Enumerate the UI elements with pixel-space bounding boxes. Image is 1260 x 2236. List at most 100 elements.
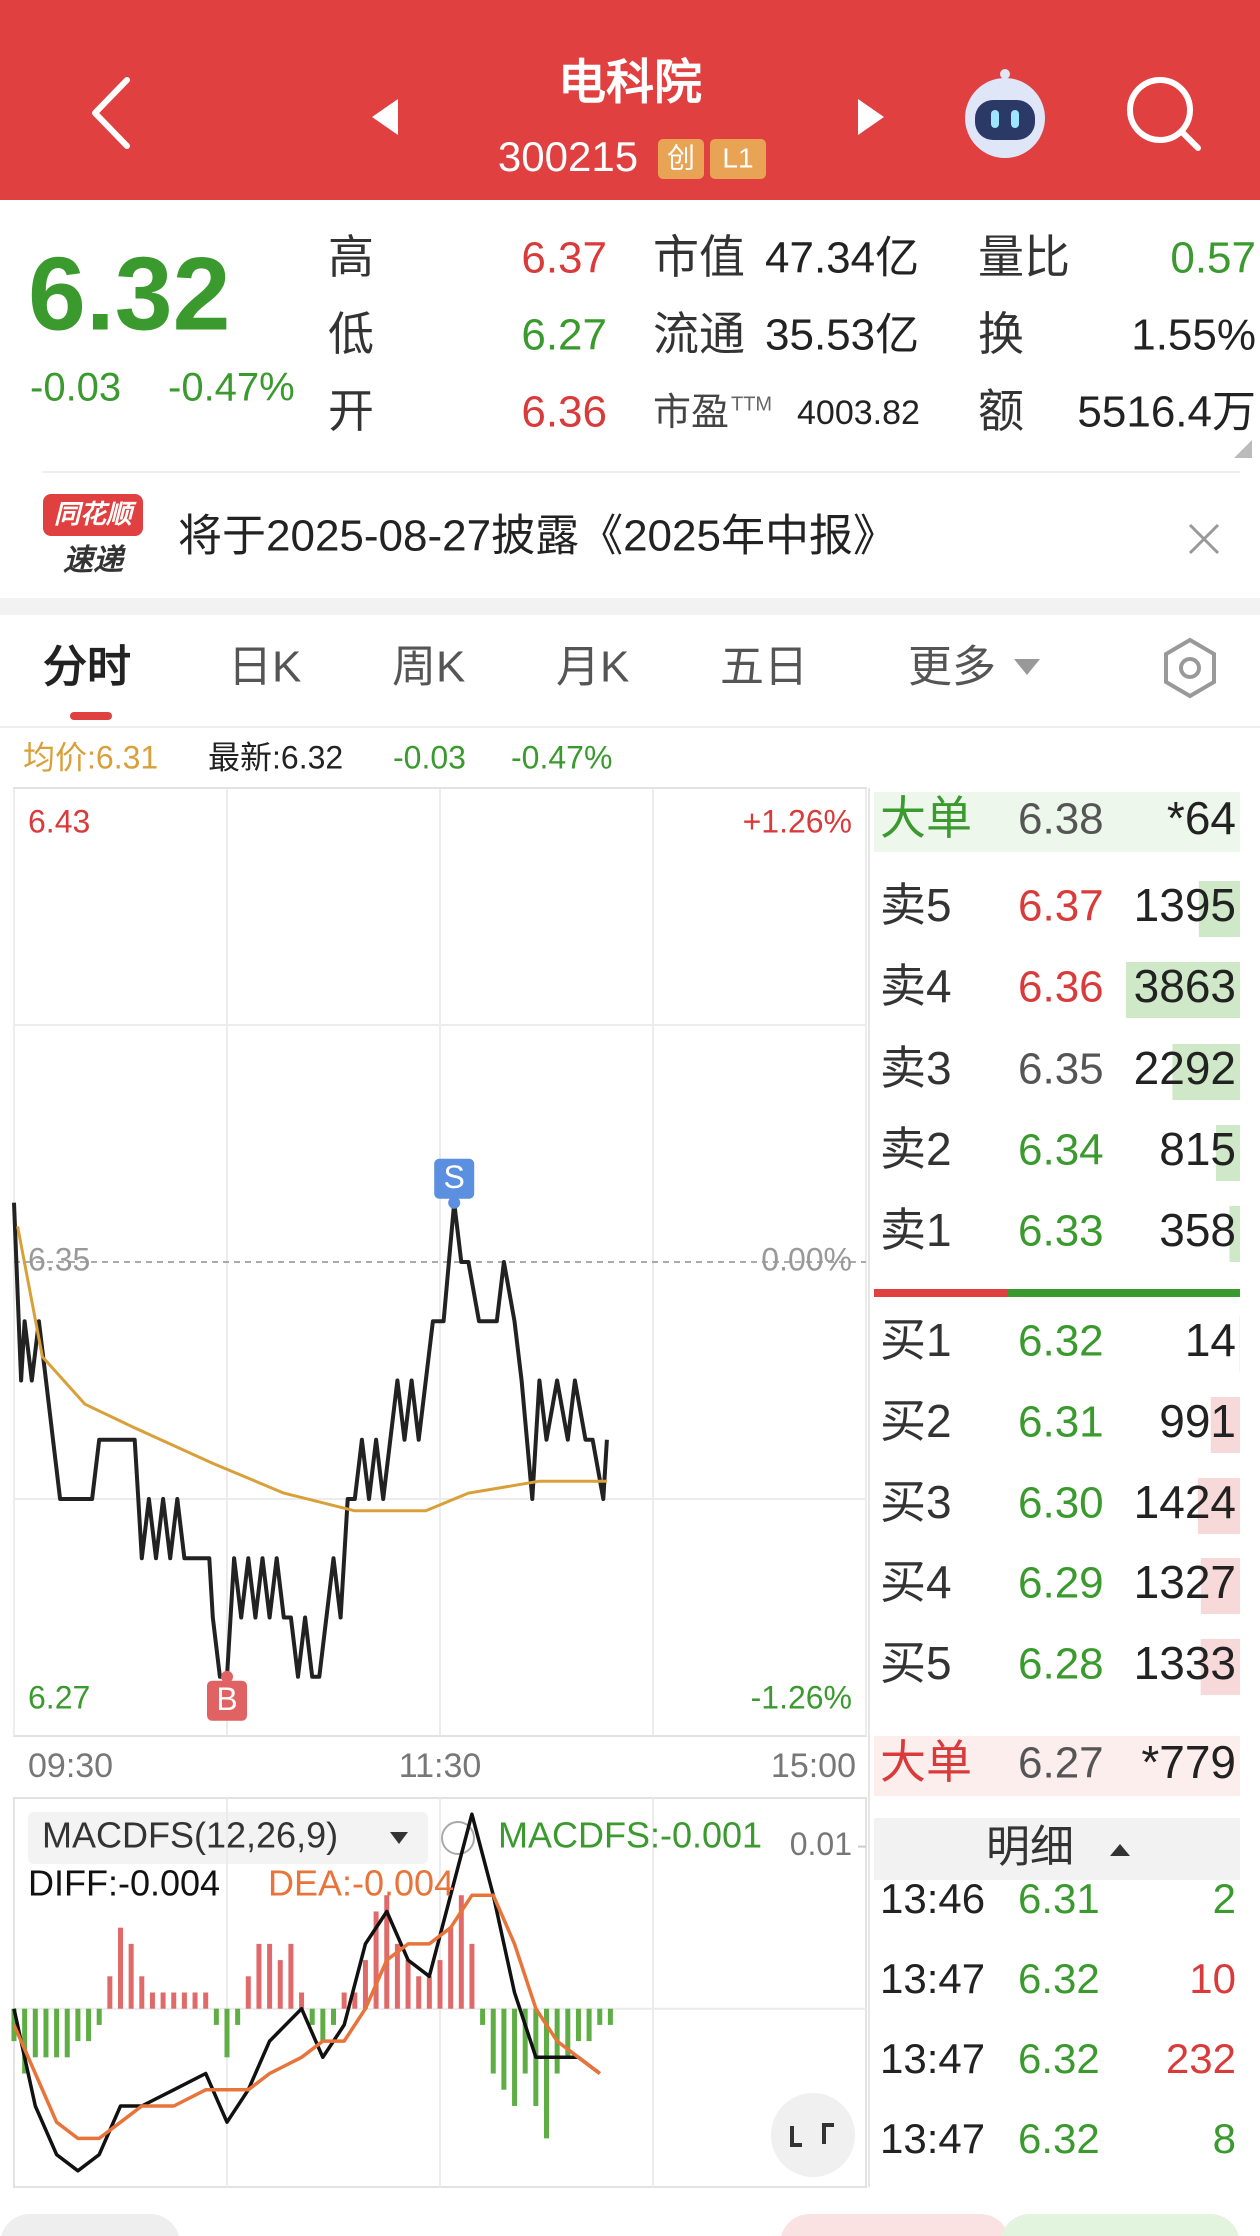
macd-bar	[86, 2008, 92, 2042]
macd-bar	[480, 2008, 486, 2025]
indicator-caret	[390, 1832, 408, 1844]
macd-bar	[128, 1943, 134, 2009]
bottom-button[interactable]	[0, 2214, 180, 2236]
y-tick-label: 6.27	[28, 1679, 90, 1715]
sell-button[interactable]	[1000, 2214, 1240, 2236]
detail-title: 明细	[986, 1823, 1074, 1872]
macd-bar	[416, 1976, 422, 2009]
assistant-icon[interactable]	[965, 69, 1045, 158]
macd-bar	[352, 1992, 358, 2009]
macd-bar	[213, 2008, 219, 2025]
macd-bar	[320, 2008, 326, 2042]
macd-bar	[394, 1943, 400, 2009]
search-button[interactable]	[1127, 77, 1201, 151]
volume-bar	[1215, 1125, 1240, 1181]
tab[interactable]: 分时	[43, 643, 131, 692]
detail-caret	[1110, 1844, 1130, 1856]
macd-bar	[586, 2008, 592, 2042]
macd-bar	[96, 2008, 102, 2025]
macd-bar	[149, 1992, 155, 2009]
notice-bar[interactable]	[43, 494, 1220, 555]
assistant-eye	[991, 110, 999, 128]
help-icon[interactable]	[441, 1821, 475, 1855]
book-volume: 1327	[1134, 1556, 1236, 1608]
macd-bar	[267, 1943, 273, 2009]
stat-label: 低	[328, 308, 374, 360]
stat-label: 开	[328, 385, 374, 437]
tab[interactable]: 更多	[908, 643, 996, 692]
macd-bar	[597, 2008, 603, 2025]
stat-label: 市值	[653, 231, 745, 283]
macd-bar	[565, 2008, 571, 2058]
book-volume: 815	[1159, 1123, 1236, 1175]
trade-price: 6.32	[1018, 2115, 1100, 2162]
macd-bar	[512, 2008, 518, 2106]
book-volume: 1424	[1134, 1476, 1236, 1528]
volume-bar	[1126, 962, 1240, 1018]
more-caret	[1014, 659, 1040, 675]
badge: 创	[667, 142, 695, 173]
stat-value: 47.34亿	[765, 234, 919, 283]
macd-bar	[32, 2008, 38, 2058]
search-handle	[1179, 129, 1201, 151]
tab[interactable]: 日K	[228, 643, 301, 692]
macd-bar	[43, 2008, 49, 2058]
detail-header-bg[interactable]	[874, 1818, 1240, 1880]
book-volume: 1333	[1134, 1637, 1236, 1689]
book-label: 买5	[880, 1637, 952, 1689]
prev-stock[interactable]	[372, 99, 398, 135]
book-price: 6.27	[1018, 1739, 1104, 1788]
assistant-eye	[1011, 110, 1019, 128]
badge: L1	[722, 142, 753, 173]
y2-tick-label: -1.26%	[751, 1679, 852, 1715]
assistant-face	[975, 100, 1035, 140]
stat-label: 高	[328, 231, 374, 283]
badge-bg	[710, 139, 766, 179]
expand-corner[interactable]	[1234, 440, 1252, 458]
macd-bar	[299, 1992, 305, 2009]
macd-bar	[203, 1992, 209, 2009]
brand-name: 同花顺	[54, 499, 137, 529]
y-tick-label: 0.01	[790, 1826, 852, 1862]
book-price: 6.28	[1018, 1640, 1104, 1689]
buy-button[interactable]	[780, 2214, 1010, 2236]
tab[interactable]: 周K	[392, 643, 465, 692]
stat-value: 4003.82	[797, 394, 920, 432]
close-icon[interactable]	[1188, 523, 1220, 555]
book-label: 卖2	[880, 1123, 952, 1175]
macd-bar	[522, 2008, 528, 2074]
book-price: 6.34	[1018, 1126, 1104, 1175]
trade-volume: 10	[1189, 1955, 1236, 2002]
macd-bar	[458, 1895, 464, 2009]
trade-volume: 2	[1213, 1875, 1236, 1922]
macd-bar	[309, 2008, 315, 2025]
next-stock[interactable]	[858, 99, 884, 135]
macd-bar	[107, 1976, 113, 2009]
book-label: 买1	[880, 1314, 952, 1366]
trade-price: 6.32	[1018, 1955, 1100, 2002]
macd-bar	[362, 1960, 368, 2009]
brand-name: 速递	[63, 544, 126, 577]
book-label: 大单	[880, 792, 972, 844]
trade-price: 6.31	[1018, 1875, 1100, 1922]
section-gap	[0, 598, 1260, 615]
book-label: 卖1	[880, 1204, 952, 1256]
badge-bg	[658, 139, 704, 179]
info-change: -0.03	[393, 739, 466, 775]
tab[interactable]: 月K	[556, 643, 629, 692]
settings-button[interactable]	[1164, 637, 1216, 699]
brand-logo	[43, 494, 143, 536]
tab-indicator	[70, 712, 112, 720]
book-volume: *779	[1141, 1736, 1236, 1788]
fullscreen-button[interactable]	[771, 2093, 855, 2177]
macd-bar	[181, 1992, 187, 2009]
book-label: 卖3	[880, 1042, 952, 1094]
macd-bar	[160, 1992, 166, 2009]
latest-price: 最新:6.32	[208, 739, 343, 775]
back-button[interactable]	[92, 77, 130, 149]
macd-bar	[405, 1960, 411, 2009]
volume-bar	[1172, 1044, 1240, 1100]
tab[interactable]: 五日	[720, 643, 808, 692]
book-volume: *64	[1167, 792, 1236, 844]
